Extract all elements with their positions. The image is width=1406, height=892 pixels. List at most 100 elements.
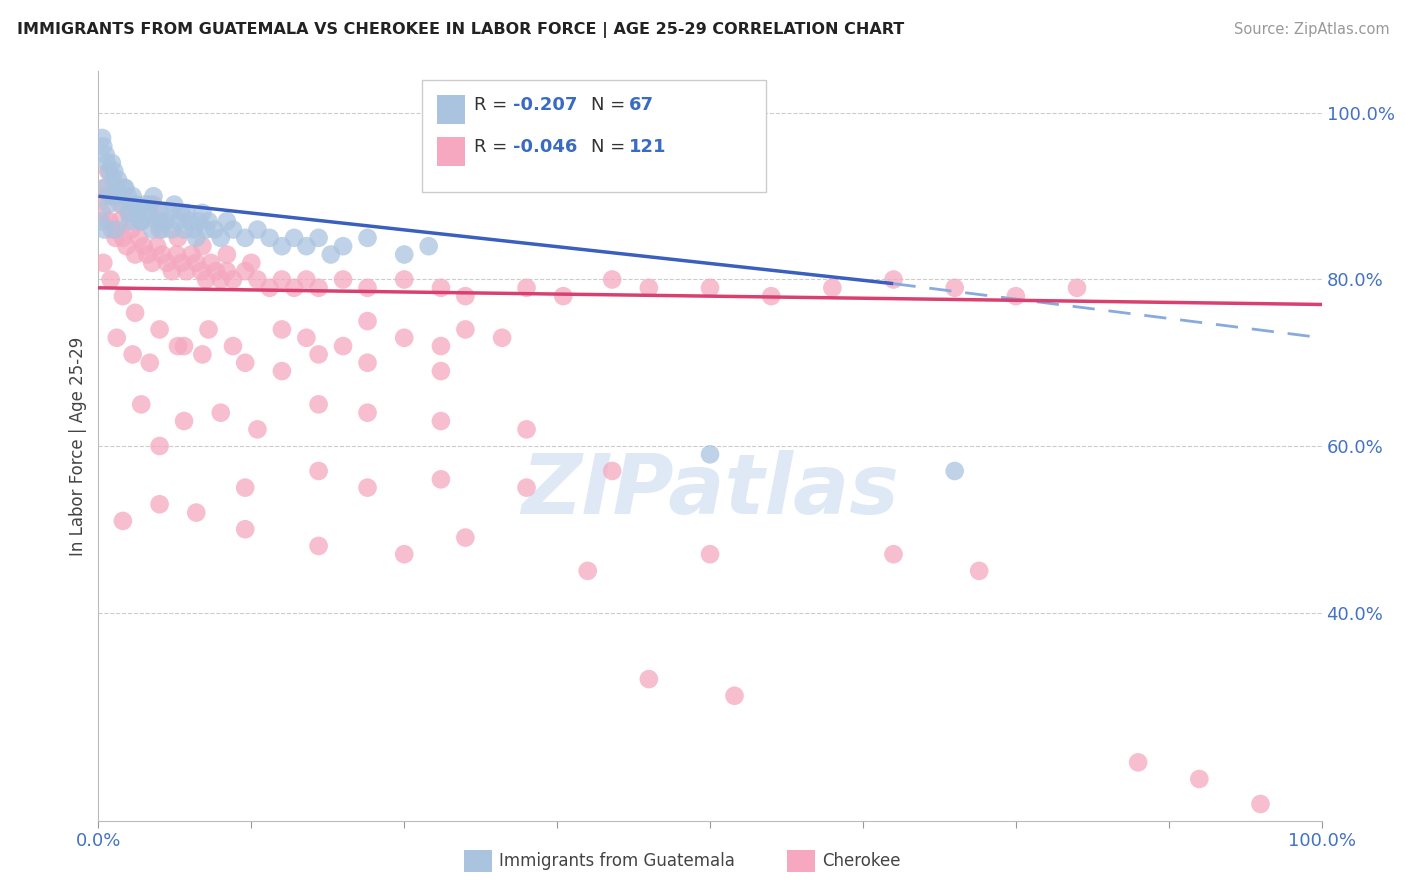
Point (197, 214, 219, 228)
Point (186, 231, 208, 245)
Point (110, 197, 132, 211)
Point (93, 222, 115, 236)
Text: 121: 121 (628, 138, 666, 156)
Point (117, 189, 139, 203)
Point (91, 139, 114, 153)
Point (356, 481, 378, 495)
Point (200, 256, 222, 270)
Point (183, 222, 205, 236)
Point (101, 156, 124, 170)
Point (332, 239, 354, 253)
Point (295, 239, 318, 253)
Point (283, 281, 305, 295)
Point (259, 281, 281, 295)
Point (136, 247, 159, 261)
Point (149, 322, 172, 336)
Point (111, 514, 134, 528)
Point (104, 231, 127, 245)
Point (1250, 797, 1272, 811)
Point (308, 464, 330, 478)
Point (136, 206, 159, 220)
Point (163, 197, 186, 211)
Point (111, 289, 134, 303)
Point (295, 272, 318, 286)
Point (215, 214, 238, 228)
Point (118, 206, 141, 220)
Point (270, 322, 294, 336)
Point (103, 164, 125, 178)
Point (166, 247, 188, 261)
Point (121, 189, 143, 203)
Point (761, 289, 783, 303)
Point (141, 256, 163, 270)
Point (108, 214, 131, 228)
Text: -0.046: -0.046 (513, 138, 578, 156)
Point (94, 189, 117, 203)
Point (308, 347, 330, 361)
Point (392, 272, 416, 286)
Point (195, 272, 218, 286)
Point (246, 422, 269, 436)
Point (149, 206, 172, 220)
Point (101, 172, 124, 186)
Point (1128, 756, 1150, 770)
Point (723, 689, 745, 703)
Point (98, 214, 121, 228)
Point (146, 239, 169, 253)
Text: IMMIGRANTS FROM GUATEMALA VS CHEROKEE IN LABOR FORCE | AGE 25-29 CORRELATION CHA: IMMIGRANTS FROM GUATEMALA VS CHEROKEE IN… (17, 22, 904, 38)
Point (190, 264, 212, 278)
Point (90, 214, 112, 228)
Text: 67: 67 (628, 96, 654, 114)
Point (110, 189, 132, 203)
Point (637, 672, 661, 686)
Text: Cherokee: Cherokee (823, 852, 901, 871)
Point (93, 181, 115, 195)
Point (356, 406, 378, 420)
Point (308, 231, 330, 245)
Point (97, 197, 120, 211)
Point (129, 397, 152, 411)
Point (308, 397, 330, 411)
Point (233, 356, 256, 370)
Point (112, 181, 135, 195)
Point (120, 222, 142, 236)
Point (430, 414, 453, 428)
Point (967, 564, 990, 578)
Point (115, 239, 138, 253)
Point (222, 339, 245, 353)
Point (101, 189, 124, 203)
Point (430, 281, 453, 295)
Point (454, 322, 477, 336)
Point (392, 247, 416, 261)
Point (195, 222, 218, 236)
Point (600, 272, 623, 286)
Point (176, 206, 198, 220)
Point (356, 281, 378, 295)
Point (98, 164, 121, 178)
Point (180, 247, 202, 261)
Point (111, 231, 134, 245)
Point (516, 281, 538, 295)
Point (141, 222, 163, 236)
Point (209, 406, 232, 420)
Point (167, 231, 190, 245)
Point (356, 356, 378, 370)
Point (156, 256, 179, 270)
Point (454, 289, 477, 303)
Y-axis label: In Labor Force | Age 25-29: In Labor Force | Age 25-29 (69, 336, 87, 556)
Text: N =: N = (591, 96, 630, 114)
Point (170, 256, 193, 270)
Point (149, 222, 172, 236)
Text: N =: N = (591, 138, 630, 156)
Point (197, 322, 219, 336)
Point (173, 414, 195, 428)
Point (173, 339, 195, 353)
Point (576, 564, 599, 578)
Point (943, 464, 966, 478)
Point (167, 214, 190, 228)
Point (186, 256, 208, 270)
Point (270, 239, 294, 253)
Point (114, 181, 136, 195)
Point (240, 256, 263, 270)
Point (222, 272, 245, 286)
